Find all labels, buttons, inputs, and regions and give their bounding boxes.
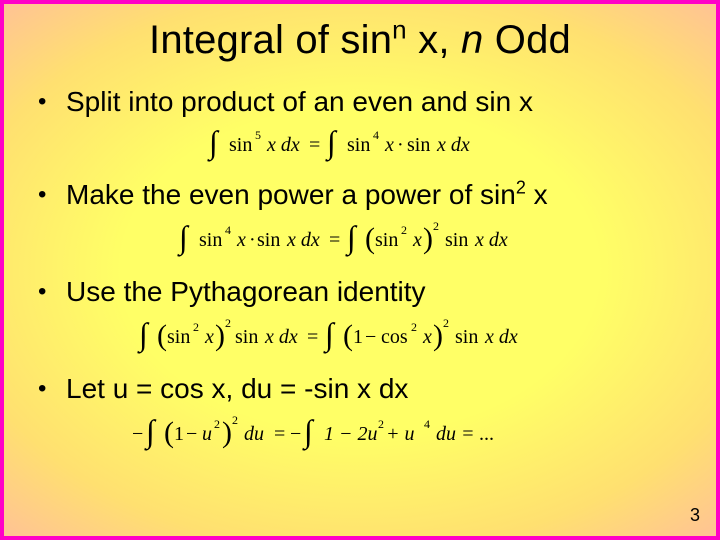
equation-2: ∫ sin 4 x · sin x dx = ∫ ( sin 2 x ) 2 s…	[38, 214, 682, 267]
svg-text:sin: sin	[229, 134, 252, 156]
bullet-2-text: Make the even power a power of sin2 x	[66, 178, 682, 212]
svg-text:∫: ∫	[302, 413, 315, 451]
svg-text:−: −	[290, 423, 301, 445]
svg-text:x dx: x dx	[266, 134, 300, 156]
svg-text:sin: sin	[167, 326, 190, 348]
bullet-2-sup: 2	[516, 178, 526, 198]
svg-text:=: =	[309, 134, 320, 156]
equation-4: − ∫ ( 1 − u 2 ) 2 du = − ∫ 1 − 2u 2 + u …	[38, 408, 682, 461]
svg-text:du = ...: du = ...	[436, 423, 495, 445]
svg-text:x: x	[236, 229, 246, 251]
svg-text:): )	[222, 416, 232, 449]
svg-text:=: =	[307, 326, 318, 348]
svg-text:x dx: x dx	[264, 326, 298, 348]
svg-text:∫: ∫	[207, 124, 220, 162]
svg-text:(: (	[343, 319, 353, 352]
svg-text:·: ·	[249, 229, 256, 251]
bullet-3-text: Use the Pythagorean identity	[66, 275, 682, 309]
svg-text:2: 2	[401, 223, 407, 237]
svg-text:x: x	[204, 326, 214, 348]
svg-text:∫: ∫	[345, 219, 358, 257]
svg-text:x dx: x dx	[436, 134, 470, 156]
title-pre: Integral of sin	[149, 18, 392, 62]
bullet-dot-icon: •	[38, 372, 66, 406]
svg-text:4: 4	[225, 223, 231, 237]
equation-3: ∫ ( sin 2 x ) 2 sin x dx = ∫ ( 1 − cos 2…	[38, 311, 682, 364]
svg-text:2: 2	[214, 417, 220, 431]
bullet-1: • Split into product of an even and sin …	[38, 85, 682, 119]
svg-text:2: 2	[433, 219, 439, 233]
title-sup: n	[392, 15, 407, 45]
svg-text:sin: sin	[347, 134, 370, 156]
svg-text:−: −	[186, 423, 197, 445]
svg-text:4: 4	[424, 417, 430, 431]
equation-1: ∫ sin 5 x dx = ∫ sin 4 x · sin x dx	[38, 121, 682, 170]
svg-text:4: 4	[373, 128, 379, 142]
bullet-dot-icon: •	[38, 85, 66, 119]
svg-text:sin: sin	[455, 326, 478, 348]
svg-text:cos: cos	[381, 326, 408, 348]
svg-text:=: =	[274, 423, 285, 445]
svg-text:x: x	[412, 229, 422, 251]
svg-text:5: 5	[255, 128, 261, 142]
svg-text:x: x	[384, 134, 394, 156]
svg-text:=: =	[329, 229, 340, 251]
svg-text:∫: ∫	[177, 219, 190, 257]
svg-text:): )	[433, 319, 443, 352]
bullet-4: • Let u = cos x, du = -sin x dx	[38, 372, 682, 406]
title-post: Odd	[483, 18, 571, 62]
svg-text:−: −	[132, 423, 143, 445]
bullet-3: • Use the Pythagorean identity	[38, 275, 682, 309]
svg-text:·: ·	[397, 134, 404, 156]
svg-text:): )	[215, 319, 225, 352]
bullet-1-text: Split into product of an even and sin x	[66, 85, 682, 119]
svg-text:1 − 2u: 1 − 2u	[324, 423, 378, 445]
svg-text:∫: ∫	[144, 413, 157, 451]
page-number: 3	[690, 505, 700, 526]
svg-text:2: 2	[232, 413, 238, 427]
svg-text:2: 2	[378, 417, 384, 431]
svg-text:(: (	[365, 222, 375, 255]
slide: Integral of sinn x, n Odd • Split into p…	[4, 4, 716, 536]
svg-text:∫: ∫	[325, 124, 338, 162]
svg-text:1: 1	[353, 326, 363, 348]
svg-text:−: −	[365, 326, 376, 348]
svg-text:x dx: x dx	[286, 229, 320, 251]
svg-text:): )	[423, 222, 433, 255]
bullet-2: • Make the even power a power of sin2 x	[38, 178, 682, 212]
bullet-2-tail: x	[526, 179, 548, 210]
bullet-4-text: Let u = cos x, du = -sin x dx	[66, 372, 682, 406]
svg-text:∫: ∫	[137, 316, 150, 354]
svg-text:sin: sin	[375, 229, 398, 251]
slide-title: Integral of sinn x, n Odd	[38, 18, 682, 63]
svg-text:x: x	[422, 326, 432, 348]
svg-text:sin: sin	[235, 326, 258, 348]
svg-text:sin: sin	[199, 229, 222, 251]
svg-text:x dx: x dx	[474, 229, 508, 251]
svg-text:2: 2	[443, 316, 449, 330]
svg-text:2: 2	[193, 320, 199, 334]
svg-text:sin: sin	[445, 229, 468, 251]
svg-text:(: (	[157, 319, 167, 352]
svg-text:2: 2	[225, 316, 231, 330]
svg-text:x dx: x dx	[484, 326, 518, 348]
svg-text:1: 1	[174, 423, 184, 445]
svg-text:du: du	[244, 423, 264, 445]
bullet-dot-icon: •	[38, 275, 66, 309]
svg-text:2: 2	[411, 320, 417, 334]
svg-text:(: (	[164, 416, 174, 449]
title-mid: x,	[407, 18, 461, 62]
title-ital: n	[461, 18, 483, 62]
svg-text:+ u: + u	[386, 423, 415, 445]
bullet-dot-icon: •	[38, 178, 66, 212]
svg-text:sin: sin	[257, 229, 280, 251]
svg-text:u: u	[202, 423, 212, 445]
svg-text:∫: ∫	[323, 316, 336, 354]
svg-text:sin: sin	[407, 134, 430, 156]
bullet-2-main: Make the even power a power of sin	[66, 179, 516, 210]
